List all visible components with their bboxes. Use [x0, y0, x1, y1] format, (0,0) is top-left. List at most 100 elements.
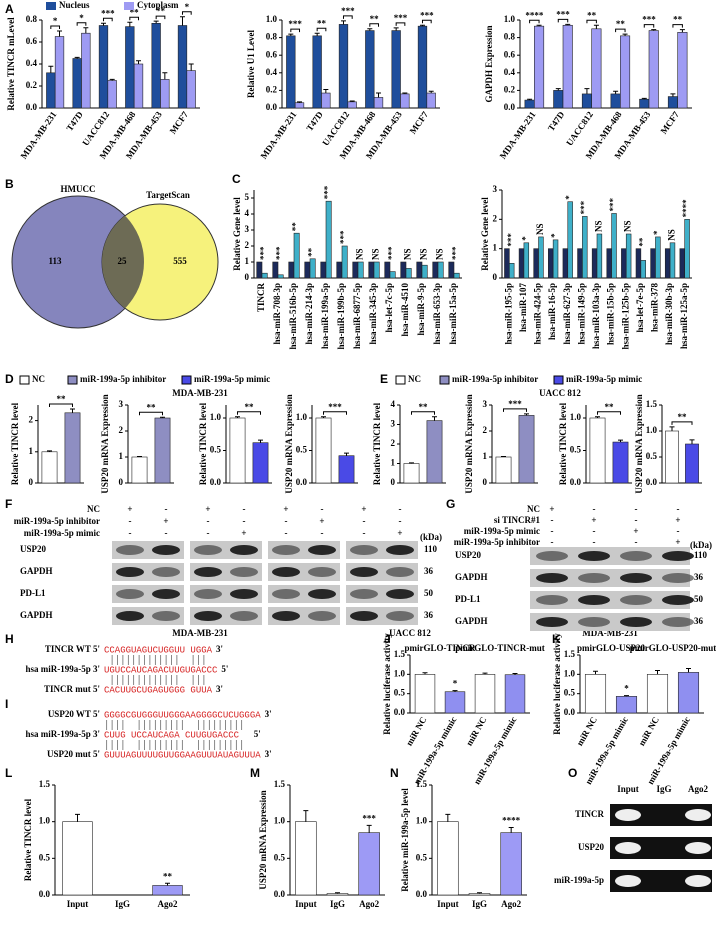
bar [133, 63, 144, 109]
error-bar [593, 670, 598, 675]
y-tick-label: 0 [483, 477, 488, 487]
y-tick-label: 1.0 [210, 412, 222, 422]
blot-band [620, 595, 652, 605]
y-tick-label: 0.5 [570, 445, 582, 455]
significance: ** [673, 15, 683, 25]
kda-label: 36 [694, 572, 704, 582]
y-axis-label: Relative TINCR level [198, 402, 208, 485]
blot-band [662, 551, 694, 561]
error-bar [445, 813, 451, 822]
x-tick-label: Input [295, 899, 317, 909]
sequence-label: hsa miR-199a-5p 3' [25, 664, 100, 674]
x-tick-label: Input [437, 899, 459, 909]
error-bar [669, 426, 675, 431]
x-tick-label: hsa-miR-516b-5p [288, 283, 298, 350]
y-tick-label: 0.5 [210, 445, 222, 455]
bar [341, 245, 348, 279]
bar [684, 219, 690, 279]
kda-label: 50 [424, 588, 434, 598]
y-tick-label: 0.5 [274, 852, 286, 862]
y-tick-label: 1.0 [504, 14, 516, 24]
blot-band [194, 545, 222, 555]
y-tick-label: 0.0 [570, 477, 582, 487]
panel-label: K [552, 632, 561, 646]
x-tick-label: miR NC [636, 715, 661, 747]
error-bar [74, 56, 80, 59]
blot-band [194, 567, 222, 577]
sequence-label: hsa miR-199a-5p 3' [25, 729, 100, 739]
x-tick-label: hsa-miR-345-3p [368, 283, 378, 345]
significance: ** [130, 7, 140, 17]
y-tick-label: 2 [119, 425, 124, 435]
bar [152, 885, 183, 896]
error-bar [335, 892, 340, 894]
bar [229, 417, 246, 484]
significance: NS [371, 248, 381, 260]
bar [391, 30, 401, 109]
error-bar [109, 78, 115, 81]
y-tick-label: 5 [245, 192, 250, 202]
error-bar [555, 88, 561, 91]
condition-sign: - [551, 537, 554, 547]
band-label: GAPDH [20, 566, 53, 576]
bar [582, 216, 588, 279]
condition-sign: - [635, 504, 638, 514]
unit-label: (kDa) [690, 540, 712, 550]
y-tick-label: 1 [119, 451, 124, 461]
x-tick-label: T47D [304, 109, 325, 133]
y-tick-label: 0.6 [26, 36, 38, 46]
bracket [237, 411, 261, 415]
error-bar [565, 23, 571, 26]
legend-swatch [553, 375, 564, 385]
significance: * [564, 195, 574, 200]
condition-sign: - [399, 516, 402, 526]
error-bar [162, 72, 168, 80]
condition-sign: - [129, 528, 132, 538]
bar [664, 248, 671, 279]
blot-band [230, 611, 258, 621]
sequence: GUUUAGUUUUGUUGGAAGUUUAUAGUUUA [104, 750, 261, 760]
blot-band [116, 611, 144, 621]
bar [665, 430, 679, 484]
bar [62, 821, 93, 896]
significance: *** [275, 246, 285, 260]
x-tick-label: hsa-miR-15a-5p [448, 283, 458, 345]
condition-sign: + [319, 516, 324, 526]
sequence-label: TINCR mut 5' [44, 684, 100, 694]
bracket [597, 411, 621, 415]
lane-label: IgG [656, 784, 671, 794]
significance: * [53, 16, 58, 26]
condition-sign: - [243, 516, 246, 526]
blot-band [350, 545, 378, 555]
bar [453, 272, 460, 279]
significance: *** [259, 246, 269, 260]
y-axis-label: USP20 mRNA Expression [464, 394, 474, 493]
bar [577, 248, 583, 279]
condition-label: miR-199a-5p mimic [464, 526, 540, 536]
caption: UACC 812 [389, 628, 431, 638]
gel-bg [610, 870, 712, 892]
bar [81, 32, 91, 109]
y-tick-label: 3 [493, 184, 498, 194]
significance: ** [147, 402, 157, 412]
bar [252, 442, 269, 484]
significance: * [550, 233, 560, 238]
y-tick-label: 0.0 [26, 102, 38, 112]
y-axis-label: Relative miR-199a-5p level [400, 788, 410, 892]
sequence-end: 3' [265, 709, 272, 719]
bracket [139, 411, 163, 416]
bar [277, 274, 284, 279]
bar [685, 443, 699, 484]
x-tick-label: hsa-miR-627-3p [562, 283, 572, 345]
bar [432, 261, 439, 279]
y-tick-label: 1.5 [274, 779, 286, 789]
y-axis-label: GAPDH Expression [484, 25, 494, 102]
significance: NS [419, 248, 429, 260]
y-tick-label: 1 [493, 243, 498, 253]
blot-band [386, 589, 414, 599]
y-tick-label: 1.0 [266, 14, 278, 24]
bar [288, 261, 295, 279]
error-bar [651, 29, 657, 31]
blot-band [152, 611, 180, 621]
